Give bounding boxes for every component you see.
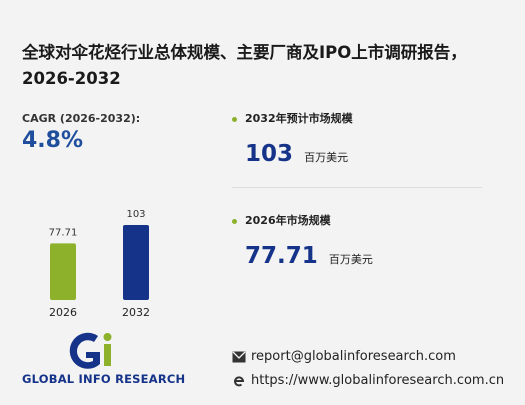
bar <box>50 243 76 300</box>
bar <box>123 225 149 300</box>
stat-value: 77.71 <box>245 243 318 269</box>
bar-chart: 77.71 2026 103 2032 <box>49 209 150 319</box>
stat-value: 103 <box>245 141 294 167</box>
stat-unit: 百万美元 <box>304 151 349 164</box>
stat-label: 2026年市场规模 <box>232 212 331 228</box>
value-label: 103 <box>126 209 145 220</box>
x-tick-label: 2032 <box>122 306 150 319</box>
value-label: 77.71 <box>49 227 78 238</box>
report-title: 全球对伞花烃行业总体规模、主要厂商及IPO上市调研报告，2026-2032 <box>22 43 467 88</box>
cagr-value: 4.8% <box>22 128 84 153</box>
cagr-label: CAGR (2026-2032): <box>22 112 141 125</box>
stat-unit: 百万美元 <box>328 253 373 266</box>
stat: 103 百万美元 <box>245 141 348 167</box>
email-icon <box>232 351 246 363</box>
logo-mark <box>69 332 112 369</box>
stat-label: 2032年预计市场规模 <box>232 110 353 126</box>
x-tick-label: 2026 <box>49 306 77 319</box>
email: report@globalinforesearch.com <box>251 349 456 364</box>
divider <box>232 187 482 188</box>
brand: GLOBAL INFO RESEARCH <box>22 372 186 386</box>
website: https://www.globalinforesearch.com.cn <box>251 373 505 388</box>
web-icon <box>234 376 245 387</box>
stat: 77.71 百万美元 <box>245 243 373 269</box>
